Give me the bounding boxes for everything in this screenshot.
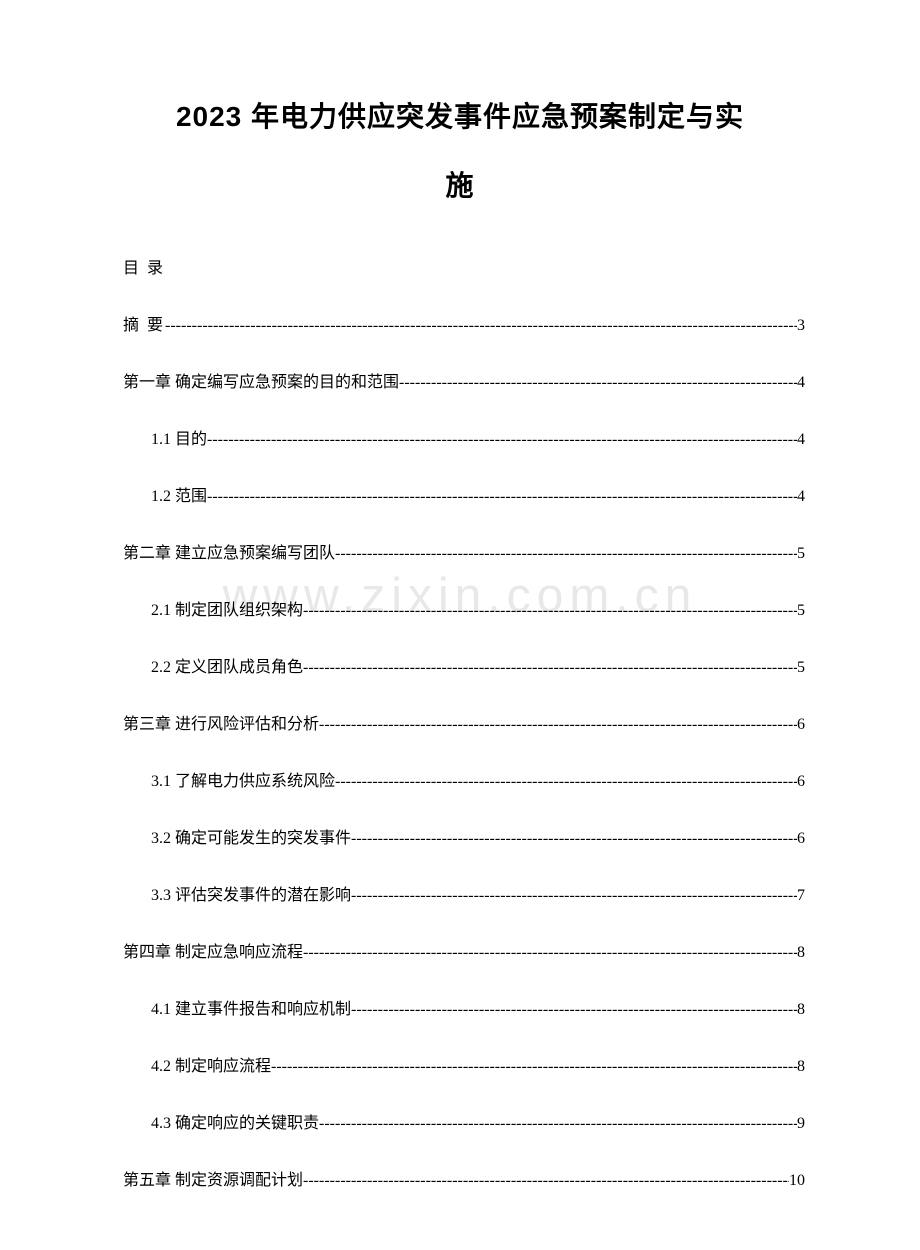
toc-page-number: 6 xyxy=(797,773,805,791)
toc-entry: 1.1 目的----------------------------------… xyxy=(151,425,805,449)
toc-leader: ----------------------------------------… xyxy=(207,431,797,449)
toc-entry-label: 2.1 制定团队组织架构 xyxy=(151,596,303,620)
toc-entry-label: 第一章 确定编写应急预案的目的和范围 xyxy=(123,368,399,392)
toc-entry: 3.1 了解电力供应系统风险--------------------------… xyxy=(151,767,805,791)
toc-page-number: 8 xyxy=(797,1058,805,1076)
toc-entry: 第二章 建立应急预案编写团队 -------------------------… xyxy=(123,539,805,563)
toc-container: 摘 要-------------------------------------… xyxy=(115,311,805,1190)
toc-entry: 第四章 制定应急响应流程 ---------------------------… xyxy=(123,938,805,962)
toc-leader: ----------------------------------------… xyxy=(207,488,797,506)
toc-entry-label: 摘 要 xyxy=(123,311,165,335)
toc-leader: ----------------------------------------… xyxy=(319,1115,797,1133)
toc-leader: ----------------------------------------… xyxy=(351,1001,797,1019)
toc-entry-label: 3.1 了解电力供应系统风险 xyxy=(151,767,335,791)
toc-entry: 3.2 确定可能发生的突发事件-------------------------… xyxy=(151,824,805,848)
toc-leader: ----------------------------------------… xyxy=(335,545,797,563)
toc-entry-label: 4.1 建立事件报告和响应机制 xyxy=(151,995,351,1019)
toc-page-number: 5 xyxy=(797,659,805,677)
toc-entry: 4.3 确定响应的关键职责---------------------------… xyxy=(151,1109,805,1133)
toc-entry: 2.1 制定团队组织架构----------------------------… xyxy=(151,596,805,620)
document-title-line2: 施 xyxy=(115,164,805,209)
toc-page-number: 5 xyxy=(797,545,805,563)
toc-entry: 第一章 确定编写应急预案的目的和范围 ---------------------… xyxy=(123,368,805,392)
toc-page-number: 5 xyxy=(797,602,805,620)
toc-entry: 第三章 进行风险评估和分析 --------------------------… xyxy=(123,710,805,734)
toc-page-number: 9 xyxy=(797,1115,805,1133)
toc-page-number: 4 xyxy=(797,431,805,449)
toc-page-number: 7 xyxy=(797,887,805,905)
toc-leader: ----------------------------------------… xyxy=(351,830,797,848)
toc-entry-label: 第四章 制定应急响应流程 xyxy=(123,938,303,962)
toc-entry-label: 3.3 评估突发事件的潜在影响 xyxy=(151,881,351,905)
toc-leader: ----------------------------------------… xyxy=(399,374,797,392)
toc-entry-label: 第二章 建立应急预案编写团队 xyxy=(123,539,335,563)
toc-leader: ----------------------------------------… xyxy=(319,716,797,734)
toc-leader: ----------------------------------------… xyxy=(271,1058,797,1076)
toc-leader: ----------------------------------------… xyxy=(303,944,797,962)
toc-leader: ----------------------------------------… xyxy=(303,659,797,677)
toc-entry-label: 2.2 定义团队成员角色 xyxy=(151,653,303,677)
toc-leader: ----------------------------------------… xyxy=(303,602,797,620)
toc-entry-label: 1.1 目的 xyxy=(151,425,207,449)
toc-entry: 3.3 评估突发事件的潜在影响-------------------------… xyxy=(151,881,805,905)
toc-entry-label: 1.2 范围 xyxy=(151,482,207,506)
toc-leader: ----------------------------------------… xyxy=(351,887,797,905)
toc-leader: ----------------------------------------… xyxy=(303,1172,789,1190)
toc-entry: 2.2 定义团队成员角色----------------------------… xyxy=(151,653,805,677)
toc-page-number: 8 xyxy=(797,1001,805,1019)
toc-page-number: 8 xyxy=(797,944,805,962)
toc-entry: 第五章 制定资源调配计划 ---------------------------… xyxy=(123,1166,805,1190)
toc-page-number: 6 xyxy=(797,830,805,848)
toc-entry: 1.2 范围----------------------------------… xyxy=(151,482,805,506)
toc-entry-label: 第五章 制定资源调配计划 xyxy=(123,1166,303,1190)
toc-header: 目 录 xyxy=(123,254,805,278)
document-title-line1: 2023 年电力供应突发事件应急预案制定与实 xyxy=(115,95,805,140)
toc-entry-label: 4.2 制定响应流程 xyxy=(151,1052,271,1076)
toc-page-number: 3 xyxy=(797,317,805,335)
toc-entry: 4.1 建立事件报告和响应机制-------------------------… xyxy=(151,995,805,1019)
toc-entry-label: 第三章 进行风险评估和分析 xyxy=(123,710,319,734)
toc-page-number: 10 xyxy=(789,1172,805,1190)
toc-entry-label: 4.3 确定响应的关键职责 xyxy=(151,1109,319,1133)
toc-leader: ----------------------------------------… xyxy=(165,317,797,335)
toc-entry-label: 3.2 确定可能发生的突发事件 xyxy=(151,824,351,848)
toc-page-number: 4 xyxy=(797,374,805,392)
toc-entry: 摘 要-------------------------------------… xyxy=(123,311,805,335)
toc-page-number: 6 xyxy=(797,716,805,734)
toc-page-number: 4 xyxy=(797,488,805,506)
toc-leader: ----------------------------------------… xyxy=(335,773,797,791)
toc-entry: 4.2 制定响应流程------------------------------… xyxy=(151,1052,805,1076)
